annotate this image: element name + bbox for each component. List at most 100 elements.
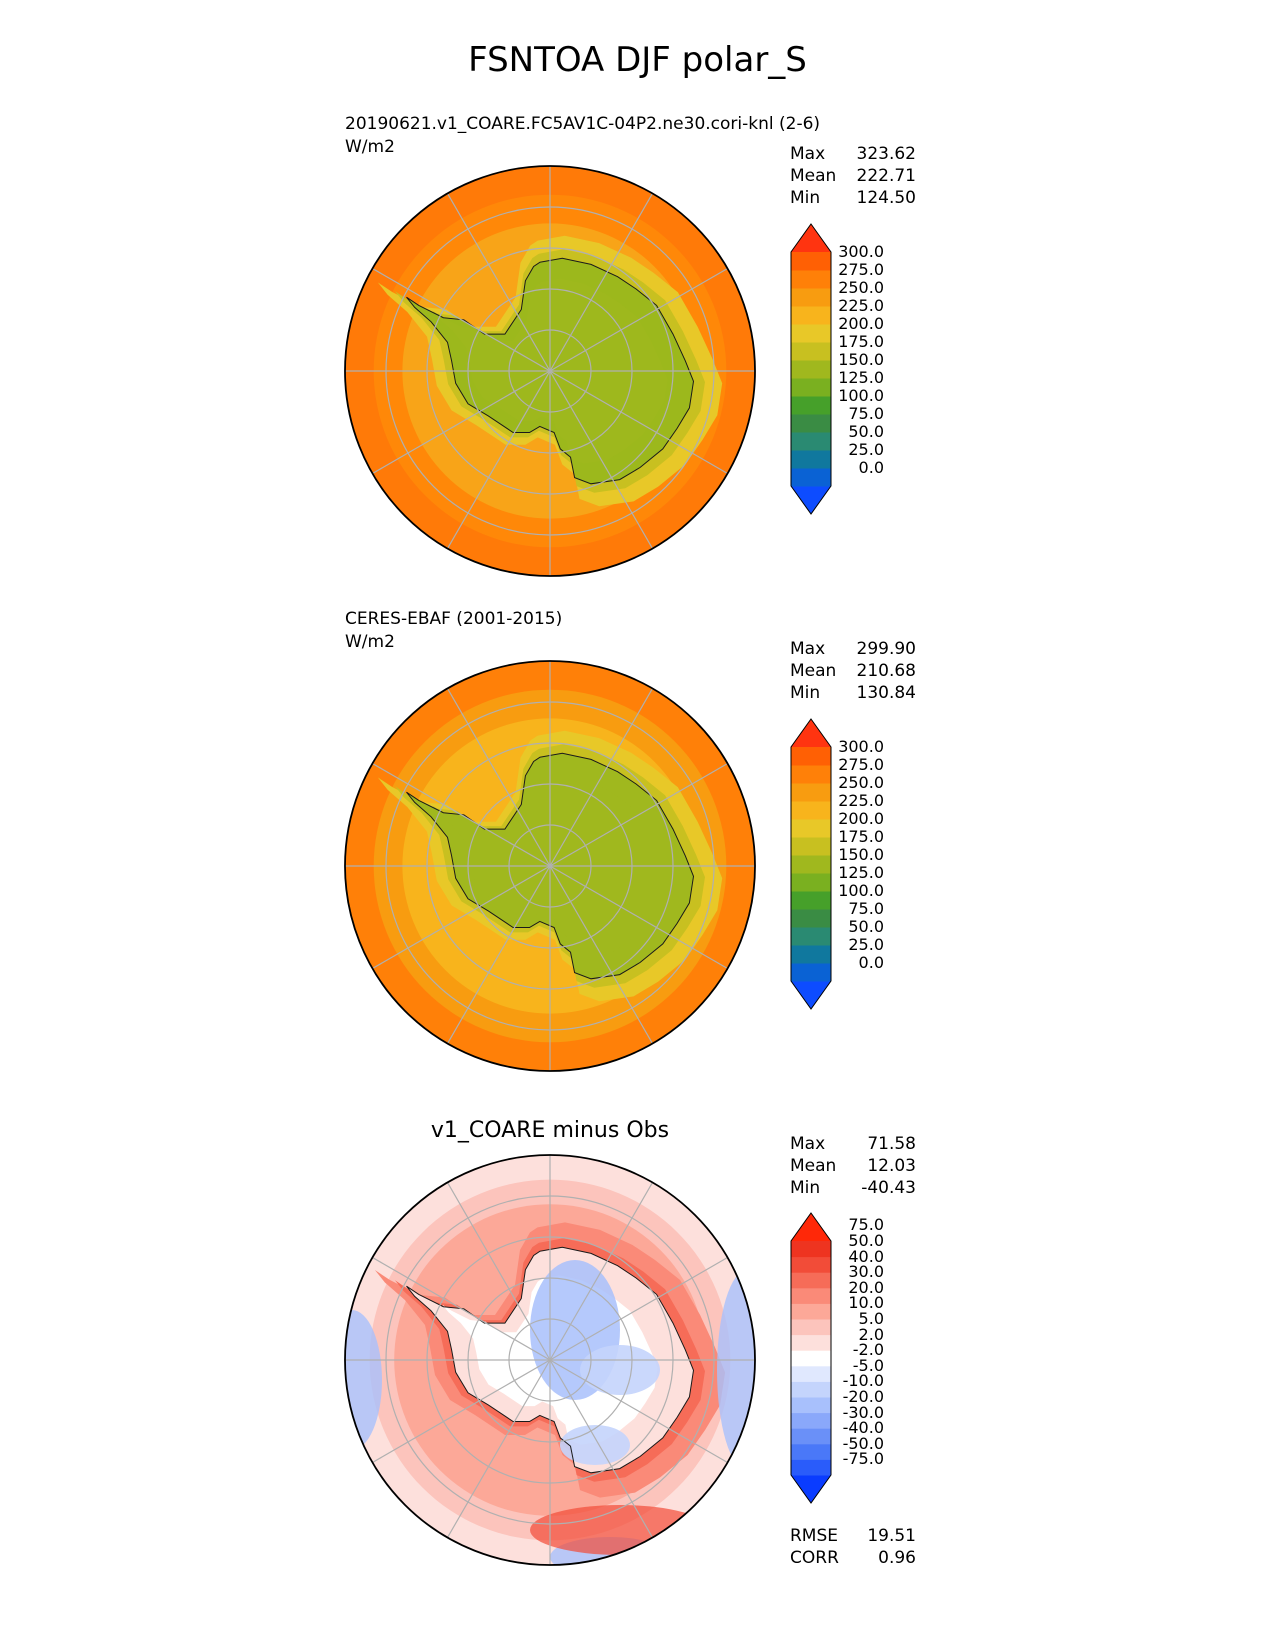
longitude-gridline <box>549 762 728 867</box>
positive-anomaly <box>530 1505 710 1555</box>
stat-value: 130.84 <box>856 683 916 703</box>
colorbar-swatch <box>791 891 831 910</box>
colorbar-swatch <box>791 1272 831 1289</box>
colorbar-swatch <box>791 1256 831 1273</box>
colorbar-extend-min <box>791 981 831 1009</box>
colorbar-extend-max <box>791 224 831 252</box>
stat-value: 12.03 <box>867 1156 916 1176</box>
longitude-gridline <box>372 267 551 372</box>
colorbar-tick-label: -20.0 <box>842 1387 884 1406</box>
colorbar-swatch <box>791 1350 831 1367</box>
longitude-gridline <box>549 688 654 867</box>
stat-label: Max <box>790 639 826 659</box>
colorbar-swatch <box>791 1365 831 1382</box>
map-boundary <box>344 1154 756 1566</box>
colorbar-tick-label: -30.0 <box>842 1402 884 1422</box>
panel-3-metrics: RMSE 19.51 CORR 0.96 <box>790 1526 916 1572</box>
panel-1-map <box>344 165 756 577</box>
colorbar-swatch <box>791 1397 831 1414</box>
longitude-gridline <box>372 762 551 867</box>
longitude-gridline <box>549 267 728 372</box>
colorbar-tick-label: 100.0 <box>838 386 884 405</box>
colorbar-tick-label: 175.0 <box>838 827 884 846</box>
colorbar-tick-label: 25.0 <box>848 935 884 954</box>
colorbar-tick-label: -75.0 <box>842 1449 884 1469</box>
colorbar-tick-label: 250.0 <box>838 278 884 297</box>
longitude-gridline <box>549 370 654 549</box>
coastline <box>406 257 695 485</box>
main-title: FSNTOA DJF polar_S <box>468 40 807 80</box>
longitude-gridline <box>446 193 551 372</box>
stat-value: 124.50 <box>856 188 916 208</box>
colorbar-swatch <box>791 414 831 433</box>
stat-value: 210.68 <box>856 661 916 681</box>
longitude-gridline <box>372 1359 551 1464</box>
longitude-gridline <box>549 1182 654 1361</box>
stat-value: -40.43 <box>861 1178 916 1198</box>
negative-anomaly <box>580 1345 660 1395</box>
colorbar-swatch <box>791 1334 831 1351</box>
colorbar-tick-label: 50.0 <box>848 917 884 936</box>
colorbar-tick-label: 50.0 <box>848 422 884 441</box>
colorbar-swatch <box>791 1287 831 1304</box>
colorbar-swatch <box>791 378 831 397</box>
colorbar-swatch <box>791 927 831 946</box>
stat-label: Min <box>790 683 821 703</box>
colorbar-extend-min <box>791 486 831 514</box>
longitude-gridline <box>549 370 728 475</box>
colorbar-tick-label: 30.0 <box>848 1262 884 1282</box>
colorbar-swatch <box>791 252 831 271</box>
longitude-gridline <box>446 865 551 1044</box>
colorbar-tick-label: 10.0 <box>848 1293 884 1313</box>
colorbar-outline <box>790 718 832 1010</box>
colorbar-swatch <box>791 270 831 289</box>
longitude-gridline <box>446 370 551 549</box>
negative-anomaly <box>345 1310 382 1450</box>
colorbar-swatch <box>791 855 831 874</box>
panel-2-units: W/m2 <box>345 632 395 652</box>
colorbar-tick-label: 175.0 <box>838 332 884 351</box>
panel-1-stats: Max 323.62 Mean 222.71 Min 124.50 <box>790 144 916 210</box>
stat-value: 71.58 <box>867 1134 916 1154</box>
colorbar-tick-label: 100.0 <box>838 881 884 900</box>
negative-anomaly <box>560 1425 630 1465</box>
panel-3-colorbar <box>790 1212 832 1504</box>
colorbar-tick-label: 150.0 <box>838 350 884 369</box>
colorbar-tick-label: 75.0 <box>848 1215 884 1235</box>
colorbar-swatch <box>791 765 831 784</box>
colorbar-tick-label: -40.0 <box>842 1418 884 1438</box>
colorbar-tick-label: 250.0 <box>838 773 884 792</box>
colorbar-tick-label: -50.0 <box>842 1433 884 1453</box>
panel-1-title: 20190621.v1_COARE.FC5AV1C-04P2.ne30.cori… <box>345 114 821 134</box>
colorbar-swatch <box>791 783 831 802</box>
stat-label: Min <box>790 1178 821 1198</box>
colorbar-tick-label: 25.0 <box>848 440 884 459</box>
colorbar-tick-label: 300.0 <box>838 242 884 261</box>
colorbar-extend-min <box>791 1475 831 1503</box>
map-boundary <box>344 165 756 577</box>
colorbar-tick-label: 40.0 <box>848 1246 884 1266</box>
colorbar-swatch <box>791 450 831 469</box>
stat-label: Mean <box>790 1156 837 1176</box>
colorbar-tick-label: 5.0 <box>858 1309 884 1328</box>
longitude-gridline <box>446 1359 551 1538</box>
colorbar-swatch <box>791 1319 831 1336</box>
colorbar-swatch <box>791 837 831 856</box>
colorbar-tick-label: 2.0 <box>858 1324 884 1344</box>
colorbar-tick-label: -5.0 <box>852 1355 884 1375</box>
panel-2-stats: Max 299.90 Mean 210.68 Min 130.84 <box>790 639 916 705</box>
colorbar-extend-max <box>791 1213 831 1241</box>
panel-2-map <box>344 660 756 1072</box>
panel-3-title: v1_COARE minus Obs <box>430 1118 670 1143</box>
colorbar-tick-label: 0.0 <box>858 953 884 972</box>
colorbar-swatch <box>791 1241 831 1258</box>
panel-3-stats: Max 71.58 Mean 12.03 Min -40.43 <box>790 1134 916 1200</box>
coastline <box>406 752 695 980</box>
longitude-gridline <box>446 1182 551 1361</box>
colorbar-swatch <box>791 819 831 838</box>
longitude-gridline <box>549 865 654 1044</box>
colorbar-swatch <box>791 360 831 379</box>
colorbar-swatch <box>791 324 831 343</box>
colorbar-swatch <box>791 1428 831 1445</box>
colorbar-extend-max <box>791 719 831 747</box>
